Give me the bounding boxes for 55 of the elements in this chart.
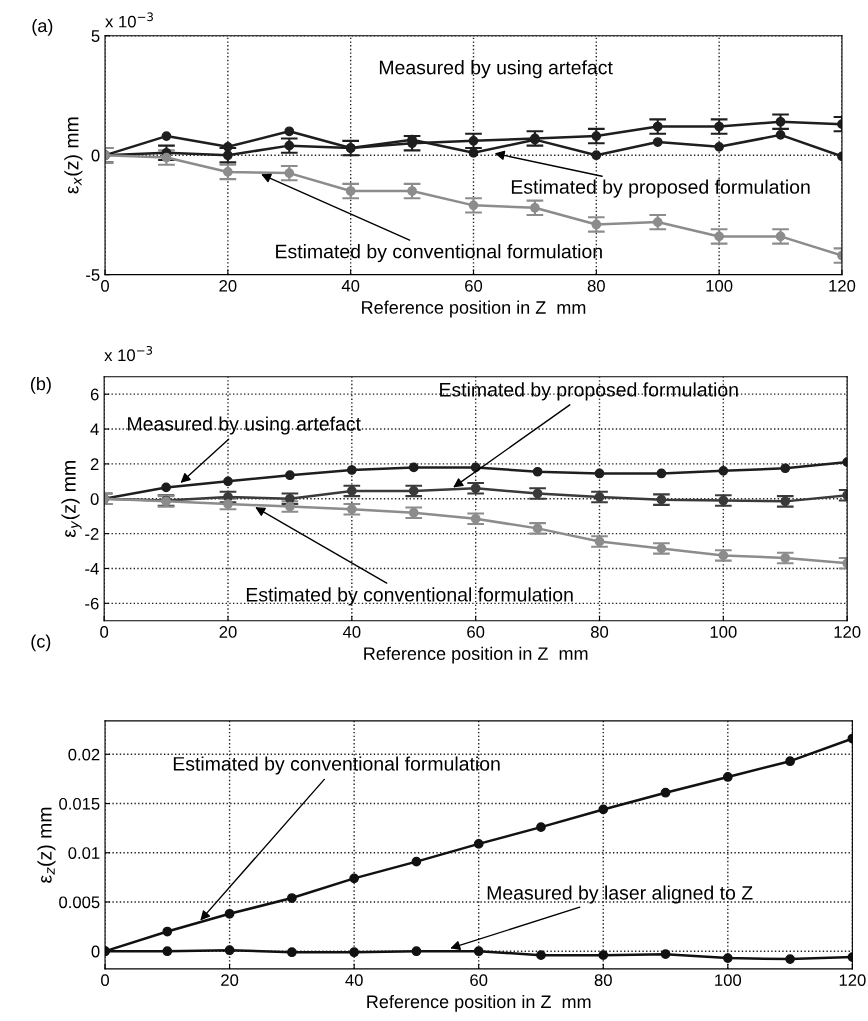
x-tick-label: 80	[594, 974, 612, 987]
x-axis-title: Reference position in Z mm	[362, 300, 586, 318]
x-tick-label: 120	[834, 626, 861, 638]
y-tick-label: 0	[90, 493, 99, 505]
annotation: Estimated by proposed formulation	[511, 179, 810, 198]
x-tick-label: 20	[219, 626, 237, 638]
y-tick-label: 0.02	[68, 748, 100, 761]
y-axis-title: ε$_{z}$(z) mm	[37, 807, 56, 883]
text: x 10$^{−3}$	[105, 12, 153, 28]
y-tick-label: 0	[91, 945, 100, 958]
chart-title: (c)	[31, 634, 51, 652]
chart-title: (b)	[30, 377, 51, 394]
y-tick-label: -4	[85, 563, 99, 575]
y-tick-label: 2	[90, 458, 99, 470]
x-tick-label: 120	[839, 974, 866, 987]
x-tick-label: 0	[101, 974, 110, 987]
x-tick-label: 120	[829, 279, 856, 292]
y-tick-label: 0.005	[59, 896, 100, 909]
x-tick-label: 20	[221, 974, 239, 987]
y-tick-label: 5	[91, 30, 100, 42]
x-tick-label: 40	[341, 279, 360, 292]
x-axis-title: Reference position in Z mm	[364, 646, 588, 664]
x-tick-label: 0	[101, 279, 110, 292]
x-tick-label: 60	[470, 974, 488, 987]
x-tick-label: 80	[587, 279, 605, 292]
annotation: Estimated by proposed formulation	[440, 382, 738, 401]
y-tick-label: 4	[90, 423, 99, 436]
y-tick-label: 0.015	[59, 797, 100, 810]
chart-title: (a)	[32, 18, 53, 36]
annotation: Estimated by conventional formulation	[246, 587, 573, 606]
x-axis-title: Reference position in Z mm	[367, 994, 591, 1012]
x-tick-label: 100	[706, 279, 733, 292]
annotation: Measured by using artefact	[379, 60, 613, 79]
y-tick-label: 6	[90, 388, 99, 401]
y-tick-label: -2	[85, 528, 99, 540]
x-tick-label: 80	[590, 626, 609, 638]
x-tick-label: 40	[342, 626, 361, 638]
x-tick-label: 60	[467, 626, 485, 638]
annotation: Estimated by conventional formulation	[276, 244, 602, 263]
x-tick-label: 20	[219, 279, 237, 292]
x-tick-label: 100	[710, 626, 737, 638]
x-tick-label: 60	[465, 279, 483, 292]
y-tick-label: -5	[86, 269, 100, 281]
y-axis-title: ε$_{y}$(z) mm	[61, 461, 82, 538]
x-tick-label: 100	[715, 974, 742, 987]
y-tick-label: 0	[91, 149, 100, 162]
text: x 10$^{−3}$	[104, 345, 153, 362]
x-tick-label: 40	[345, 974, 363, 987]
y-tick-label: 0.01	[68, 847, 100, 859]
y-tick-label: -6	[85, 597, 99, 610]
annotation: Measured by using artefact	[128, 416, 361, 435]
annotation: Estimated by conventional formulation	[173, 756, 500, 775]
x-tick-label: 0	[100, 626, 109, 638]
y-axis-title: ε$_{x}$(z) mm	[64, 117, 83, 194]
annotation: Measured by laser aligned to Z	[487, 885, 753, 904]
